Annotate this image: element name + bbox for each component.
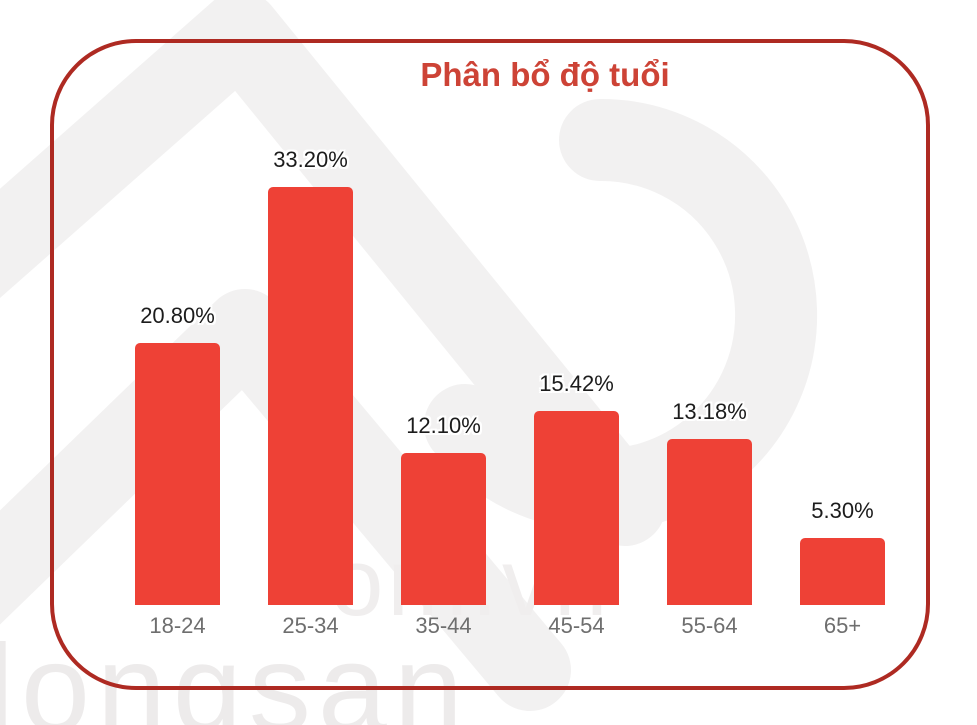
watermark-chevron-top [0,0,666,546]
bar-35-44[interactable] [401,453,486,605]
bar-18-24[interactable] [135,343,220,605]
chart-card [50,39,930,690]
value-label-35-44: 12.10% [406,413,481,438]
value-label-45-54: 15.42% [539,371,614,396]
bar-25-34[interactable] [268,187,353,605]
x-tick-65+: 65+ [823,613,862,638]
x-tick-45-54: 45-54 [548,613,605,638]
x-tick-25-34: 25-34 [282,613,339,638]
bar-65+[interactable] [800,538,885,605]
value-label-18-24: 20.80% [140,303,215,328]
x-tick-35-44: 35-44 [415,613,472,638]
value-label-65+: 5.30% [811,498,874,523]
x-tick-18-24: 18-24 [149,613,206,638]
value-label-25-34: 33.20% [273,147,348,172]
chart-title: Phân bổ độ tuổi [420,56,670,93]
x-tick-55-64: 55-64 [681,613,738,638]
bar-55-64[interactable] [667,439,752,605]
bar-45-54[interactable] [534,411,619,605]
value-label-55-64: 13.18% [672,399,747,424]
